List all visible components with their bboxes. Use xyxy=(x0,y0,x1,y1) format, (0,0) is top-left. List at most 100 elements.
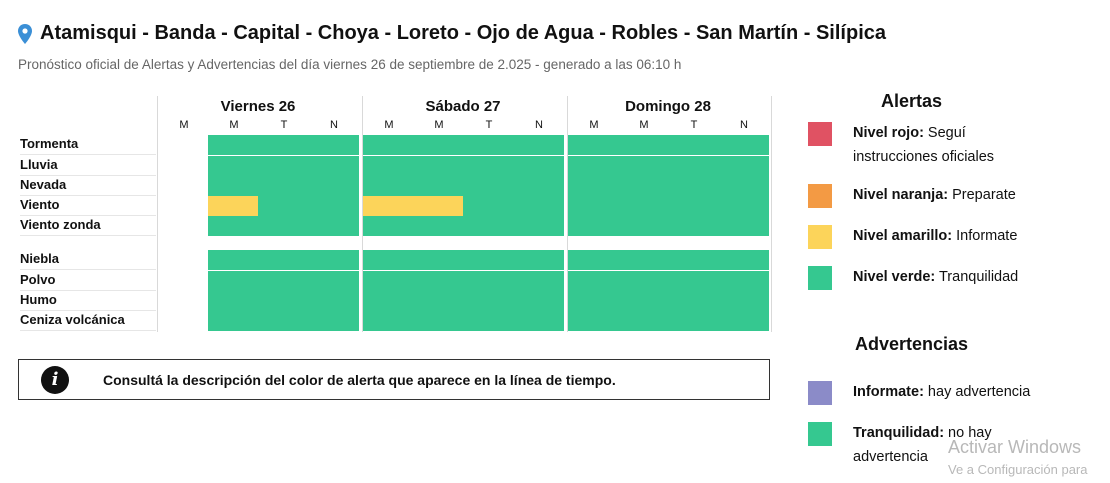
slot-label: M xyxy=(434,119,444,131)
timeline-segment-verde xyxy=(463,271,513,291)
timeline-segment-verde xyxy=(718,271,769,291)
info-box: i Consultá la descripción del color de a… xyxy=(18,359,770,400)
timeline-segment-verde xyxy=(463,196,513,216)
timeline-segment-verde xyxy=(668,156,718,176)
page-title: Atamisqui - Banda - Capital - Choya - Lo… xyxy=(40,22,886,44)
legend-swatch xyxy=(808,184,832,208)
timeline-segment-verde xyxy=(308,176,359,196)
timeline-segment-verde xyxy=(308,216,359,236)
timeline-segment-amarillo xyxy=(413,196,463,216)
legend-level-name: Informate: xyxy=(853,384,924,400)
row-divider xyxy=(20,175,156,176)
timeline-segment-verde xyxy=(718,135,769,155)
timeline-segment-verde xyxy=(463,135,513,155)
timeline-segment-verde xyxy=(568,196,618,216)
timeline-segment-verde xyxy=(208,250,258,270)
timeline-segment-verde xyxy=(668,176,718,196)
legend-level-desc: no hay advertencia xyxy=(853,425,992,465)
timeline-segment-verde xyxy=(208,135,258,155)
timeline-segment-verde xyxy=(718,196,769,216)
timeline-segment-verde xyxy=(668,250,718,270)
timeline-segment-verde xyxy=(568,135,618,155)
timeline-segment-verde xyxy=(618,196,668,216)
timeline-segment-verde xyxy=(308,291,359,311)
timeline-segment-verde xyxy=(308,311,359,331)
timeline-segment-verde xyxy=(208,311,258,331)
timeline-segment-verde xyxy=(618,311,668,331)
timeline-segment-verde xyxy=(718,216,769,236)
day-label: Viernes 26 xyxy=(220,98,296,115)
timeline-segment-verde xyxy=(513,250,564,270)
timeline-segment-verde xyxy=(513,156,564,176)
timeline-segment-verde xyxy=(618,156,668,176)
timeline-segment-verde xyxy=(618,216,668,236)
timeline-segment-verde xyxy=(308,271,359,291)
legend-level-desc: Tranquilidad xyxy=(935,269,1019,285)
timeline-segment-verde xyxy=(668,271,718,291)
timeline-segment-verde xyxy=(258,216,308,236)
legend-swatch xyxy=(808,122,832,146)
timeline-separator xyxy=(157,96,158,332)
timeline-segment-verde xyxy=(463,216,513,236)
timeline-segment-verde xyxy=(568,291,618,311)
row-label: Niebla xyxy=(20,251,60,266)
legend-text: Informate: hay advertencia xyxy=(853,380,1053,404)
legend-level-desc: hay advertencia xyxy=(923,384,1031,400)
watermark-title: Activar Windows xyxy=(948,437,1082,457)
timeline-separator xyxy=(771,96,772,332)
legend-swatch xyxy=(808,422,832,446)
timeline-separator xyxy=(567,96,568,332)
timeline-segment-verde xyxy=(258,156,308,176)
timeline-segment-verde xyxy=(618,135,668,155)
timeline-separator xyxy=(362,96,363,332)
timeline-segment-amarillo xyxy=(208,196,258,216)
slot-label: M xyxy=(179,119,189,131)
legend-level-desc: Informate xyxy=(952,228,1018,244)
timeline-segment-verde xyxy=(568,216,618,236)
legend-level-desc: Seguí instrucciones oficiales xyxy=(853,125,995,165)
timeline-segment-verde xyxy=(618,250,668,270)
slot-label: M xyxy=(229,119,239,131)
timeline-segment-verde xyxy=(513,216,564,236)
slot-label: N xyxy=(740,119,748,131)
timeline-segment-verde xyxy=(363,250,413,270)
timeline-segment-verde xyxy=(413,176,463,196)
timeline-segment-verde xyxy=(258,291,308,311)
timeline-segment-verde xyxy=(463,250,513,270)
legend-swatch xyxy=(808,381,832,405)
timeline-segment-verde xyxy=(308,135,359,155)
timeline-segment-verde xyxy=(718,291,769,311)
row-label: Lluvia xyxy=(20,157,58,172)
timeline-segment-verde xyxy=(568,250,618,270)
legend-text: Nivel naranja: Preparate xyxy=(853,183,1053,207)
timeline-segment-verde xyxy=(568,311,618,331)
row-divider xyxy=(20,215,156,216)
timeline-segment-verde xyxy=(718,311,769,331)
timeline-segment-verde xyxy=(618,291,668,311)
timeline-segment-verde xyxy=(208,216,258,236)
legend-level-name: Nivel naranja: xyxy=(853,187,949,203)
timeline-segment-verde xyxy=(513,176,564,196)
timeline-segment-verde xyxy=(363,135,413,155)
slot-label: N xyxy=(330,119,338,131)
timeline-segment-verde xyxy=(413,216,463,236)
row-divider xyxy=(20,195,156,196)
timeline-segment-verde xyxy=(513,135,564,155)
row-label: Viento zonda xyxy=(20,217,101,232)
legend-text: Nivel rojo: Seguí instrucciones oficiale… xyxy=(853,121,1053,169)
timeline-segment-verde xyxy=(363,271,413,291)
legend-text: Tranquilidad: no hay advertencia xyxy=(853,421,1053,469)
timeline-segment-verde xyxy=(413,135,463,155)
slot-label: T xyxy=(280,119,288,131)
timeline-segment-verde xyxy=(413,250,463,270)
timeline-segment-verde xyxy=(308,196,359,216)
legend-swatch xyxy=(808,266,832,290)
timeline-segment-verde xyxy=(463,291,513,311)
timeline-segment-verde xyxy=(463,311,513,331)
watermark-subtitle: Ve a Configuración para xyxy=(948,462,1088,477)
timeline-segment-verde xyxy=(308,250,359,270)
timeline-segment-verde xyxy=(413,156,463,176)
timeline-segment-verde xyxy=(308,156,359,176)
slot-label: T xyxy=(485,119,493,131)
timeline-segment-verde xyxy=(413,271,463,291)
